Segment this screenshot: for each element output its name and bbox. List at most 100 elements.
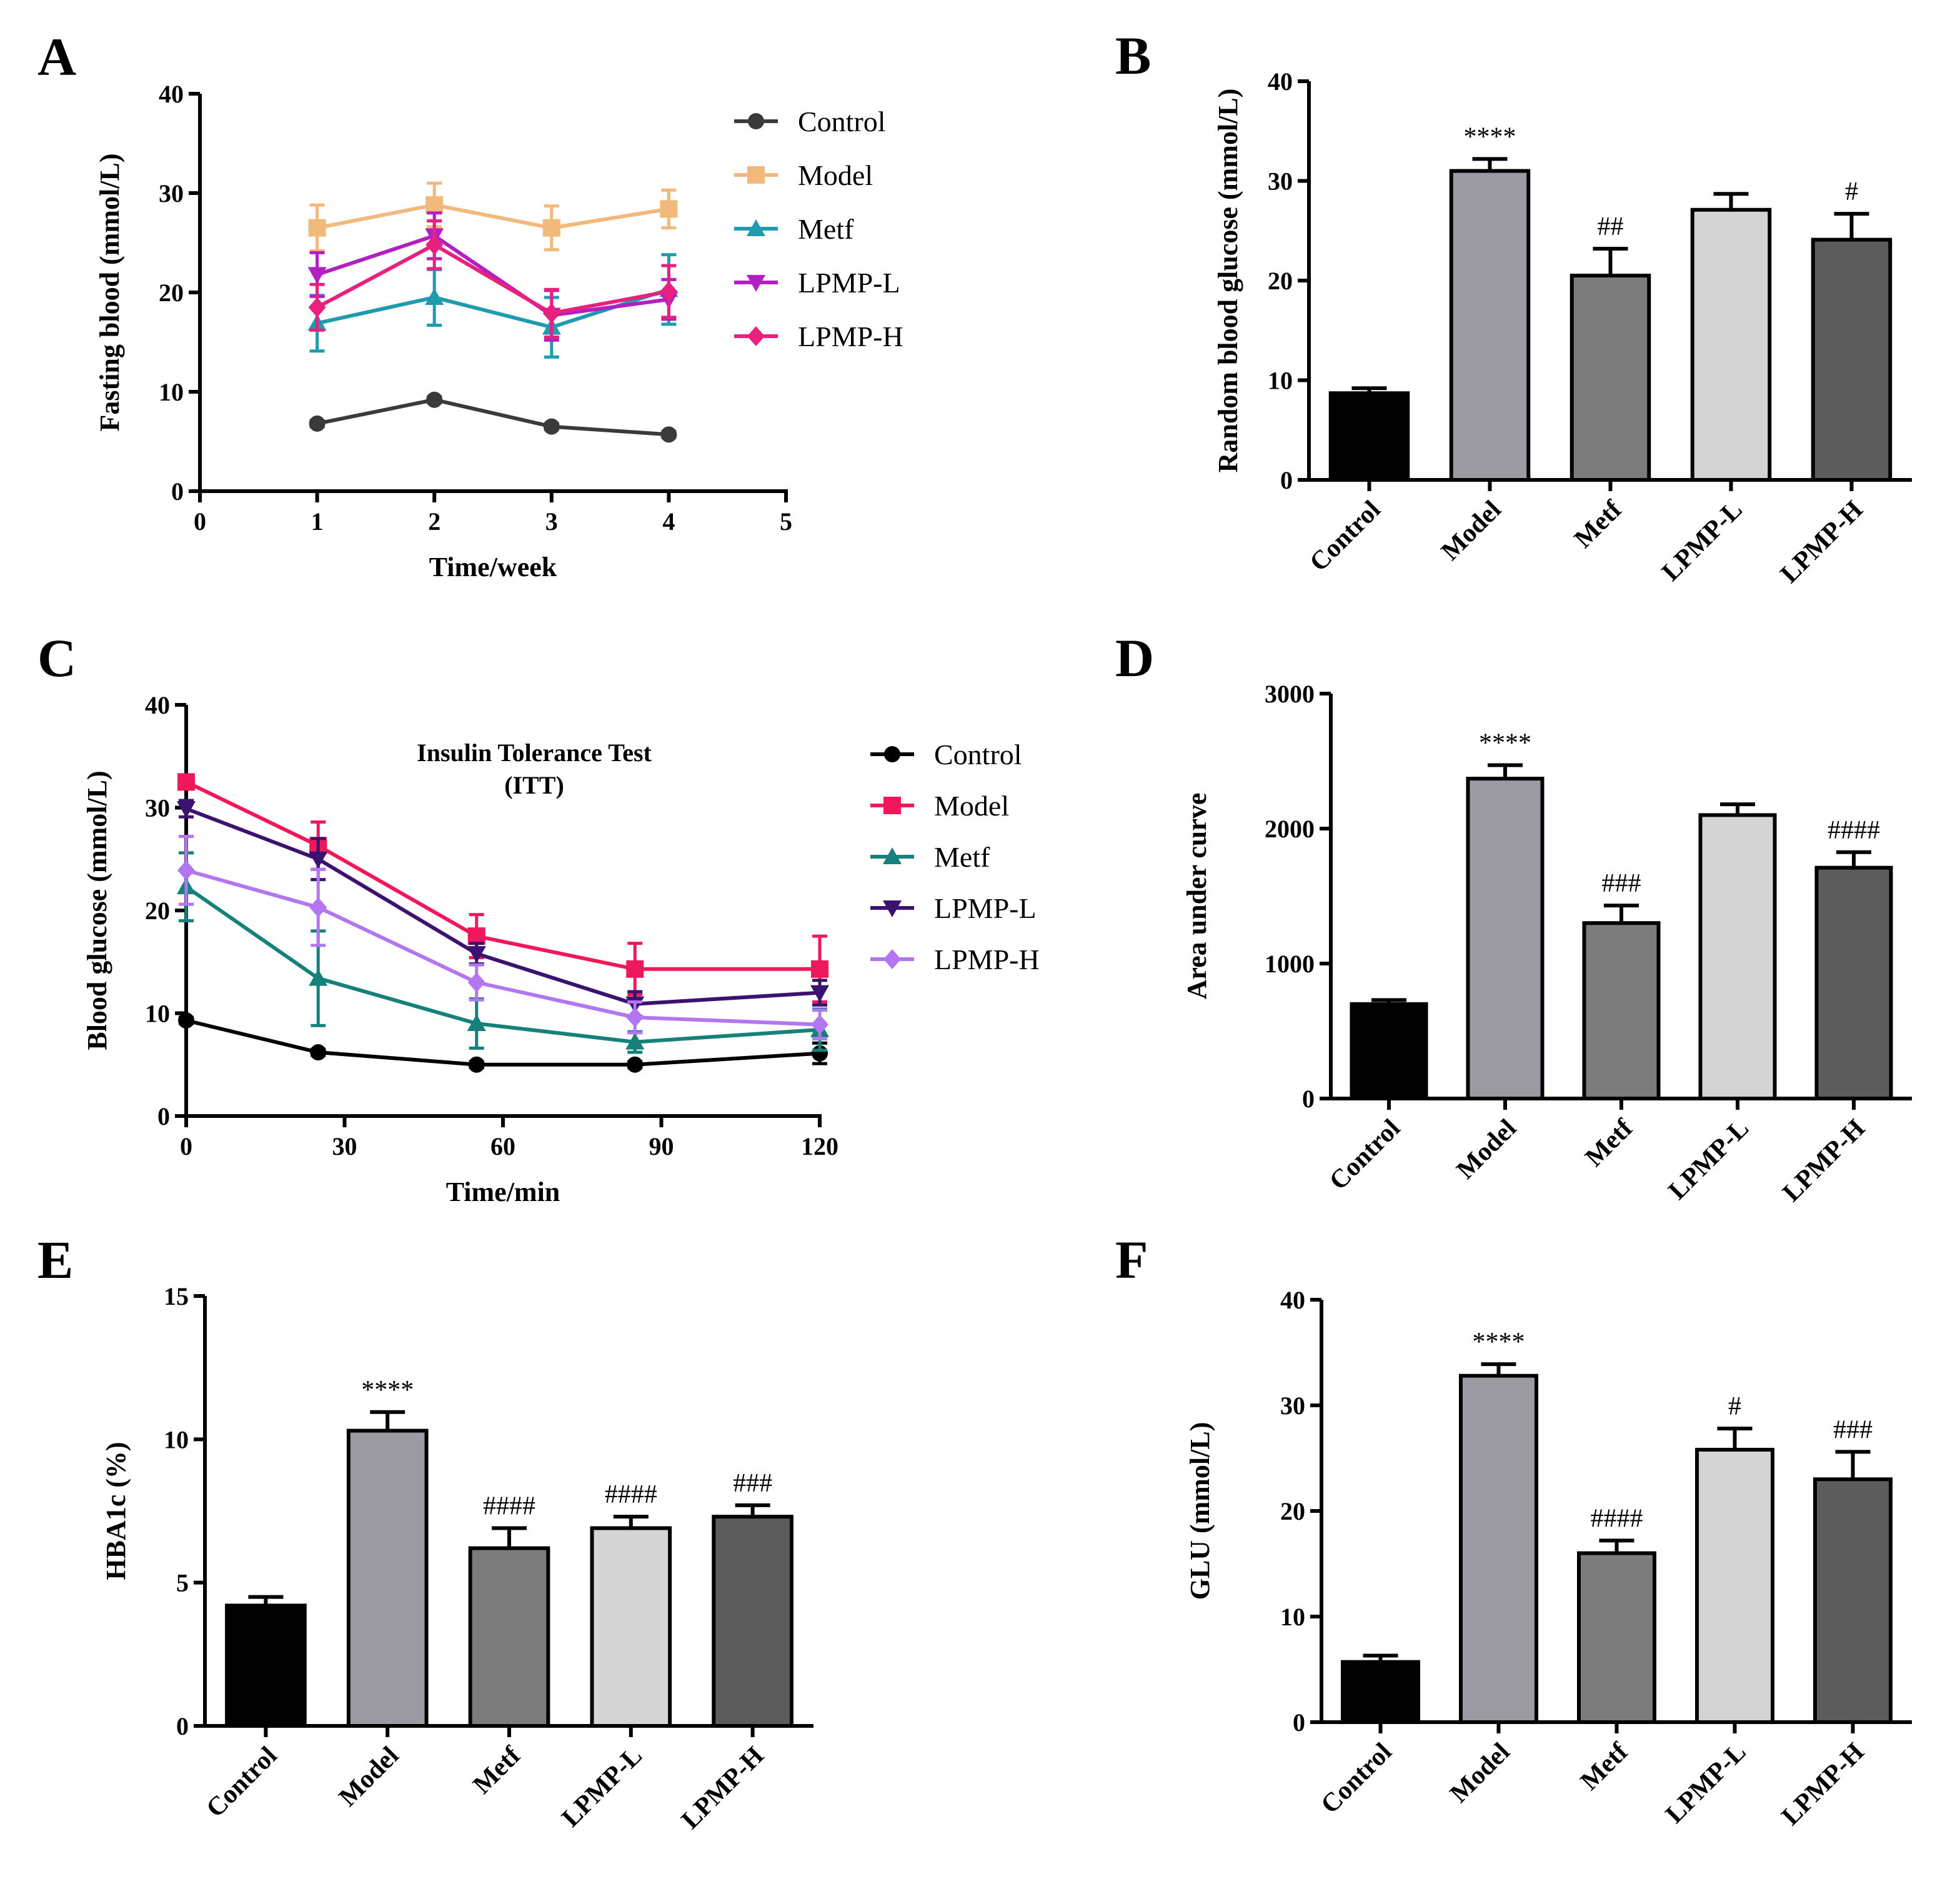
legend-label: LPMP-L	[934, 892, 1037, 924]
x-axis-title: Time/min	[446, 1177, 560, 1207]
legend-marker	[883, 900, 902, 917]
x-category-label: Model	[1436, 496, 1506, 566]
data-point	[626, 1007, 644, 1028]
bar	[1582, 921, 1661, 1100]
data-point	[308, 219, 326, 237]
y-tick-label: 0	[171, 477, 184, 506]
x-category-label: LPMP-L	[1660, 1738, 1751, 1829]
legend-marker	[747, 275, 765, 292]
x-tick-label: 30	[332, 1132, 357, 1160]
series-line	[185, 780, 820, 971]
panel-label: E	[37, 1230, 73, 1290]
chart-subtitle: (ITT)	[504, 771, 564, 799]
series-LPMP-L	[177, 799, 829, 1018]
x-category-label: Control	[201, 1742, 282, 1823]
series-line	[316, 242, 669, 316]
legend-marker	[747, 166, 765, 184]
data-point	[425, 234, 444, 255]
data-point	[467, 972, 485, 993]
data-point	[309, 851, 328, 869]
bar-Metf: #### Metf	[468, 1492, 550, 1800]
data-point	[307, 267, 327, 284]
x-tick-label: 0	[194, 507, 206, 536]
legend-label: Metf	[798, 213, 854, 245]
y-tick-label: 10	[1280, 1603, 1305, 1631]
data-point	[467, 946, 486, 964]
bar	[590, 1526, 672, 1728]
data-point	[811, 1014, 828, 1035]
y-tick-label: 40	[1280, 1286, 1305, 1314]
panel-C: C 0 10 20 30 40 Blood glucose (mmol/L) 0 30 60 90 1…	[37, 628, 1040, 1207]
bar-Metf: ## Metf	[1569, 212, 1651, 554]
bar	[1350, 1002, 1428, 1101]
legend-item: LPMP-L	[734, 267, 900, 299]
bar-LPMP-L: LPMP-L	[1663, 802, 1777, 1205]
bar	[1813, 1477, 1893, 1725]
x-category-label: Model	[1445, 1738, 1515, 1808]
series-line	[317, 397, 669, 437]
significance-label: ####	[483, 1492, 535, 1521]
x-category-label: Metf	[1569, 495, 1628, 554]
y-axis-title: GLU (mmol/L)	[1185, 1422, 1215, 1600]
significance-label: ****	[1479, 729, 1531, 757]
legend-marker	[883, 847, 902, 864]
significance-label: ****	[1473, 1328, 1525, 1357]
data-point	[177, 773, 195, 791]
data-point	[177, 801, 196, 819]
legend-label: Control	[934, 739, 1022, 770]
y-tick-label: 0	[176, 1712, 189, 1740]
x-axis-title: Time/week	[429, 552, 557, 582]
panel-B: B 0 10 20 30 40 Random blood glucose (mmol/L) C…	[1115, 26, 1912, 589]
data-point	[660, 200, 678, 218]
data-point	[626, 960, 644, 978]
x-tick-label: 4	[662, 507, 675, 536]
data-point	[309, 969, 328, 986]
legend-label: Model	[798, 159, 873, 191]
bar	[712, 1515, 793, 1728]
bar	[1328, 391, 1410, 482]
panel-E: E 0 5 10 15 HBA1c (%) Control **** Model #### Metf…	[37, 1230, 813, 1835]
y-axis-title: Area under curve	[1181, 793, 1212, 1000]
significance-label: ###	[1833, 1415, 1873, 1444]
series-line	[185, 807, 820, 1006]
data-point	[542, 303, 560, 324]
x-tick-label: 1	[311, 507, 324, 536]
y-axis-title: Blood glucose (mmol/L)	[82, 770, 112, 1050]
panel-D: D 0 1000 2000 3000 Area under curve Control ***…	[1115, 628, 1912, 1207]
y-tick-label: 5	[176, 1569, 189, 1597]
legend-item: LPMP-L	[870, 892, 1037, 924]
x-category-label: LPMP-H	[1775, 496, 1869, 589]
bar	[1341, 1660, 1420, 1724]
x-category-label: Control	[1305, 496, 1386, 577]
y-tick-label: 30	[1268, 167, 1293, 196]
series-Model	[308, 181, 678, 252]
series-line	[317, 203, 669, 230]
legend-label: Control	[798, 106, 886, 137]
legend-marker	[747, 219, 765, 236]
legend-label: LPMP-H	[934, 944, 1040, 975]
bar-Model: **** Model	[334, 1376, 429, 1812]
bar-LPMP-L: LPMP-L	[1656, 192, 1772, 587]
bar	[225, 1603, 307, 1728]
significance-label: ###	[1602, 869, 1641, 898]
data-point	[468, 1056, 485, 1073]
bar	[1814, 865, 1893, 1100]
significance-label: ##	[1598, 212, 1624, 241]
data-point	[543, 418, 560, 435]
x-tick-label: 2	[428, 507, 440, 536]
bar	[1449, 169, 1531, 482]
bar-LPMP-H: # LPMP-H	[1775, 177, 1893, 589]
y-axis-title: Fasting blood (mmol/L)	[94, 154, 125, 432]
legend-item: Model	[734, 159, 873, 191]
significance-label: #	[1845, 177, 1858, 206]
x-tick-label: 60	[490, 1132, 515, 1160]
bar	[1577, 1551, 1656, 1725]
series-line	[185, 885, 820, 1044]
legend-marker	[748, 113, 764, 129]
bar-LPMP-H: ### LPMP-H	[676, 1469, 793, 1835]
data-point	[542, 219, 560, 237]
bar-Model: **** Model	[1445, 1328, 1538, 1808]
legend-label: Model	[934, 790, 1009, 822]
y-tick-label: 0	[1280, 466, 1293, 494]
